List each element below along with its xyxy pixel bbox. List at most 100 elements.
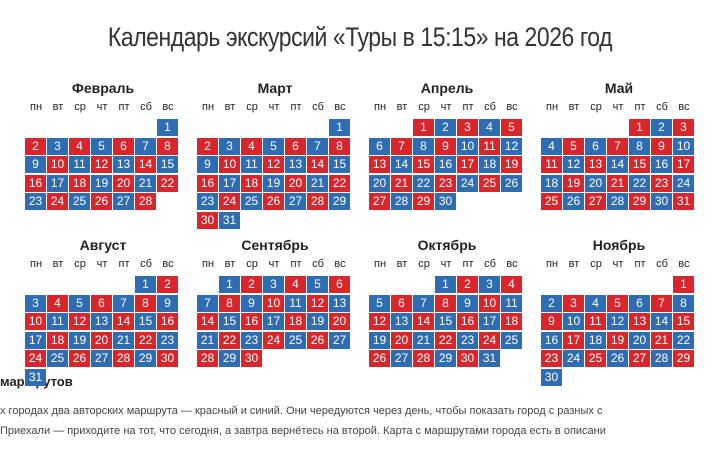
day-cell: 4 <box>501 276 522 293</box>
day-cell: 23 <box>435 174 456 192</box>
day-cell: 9 <box>541 313 562 330</box>
day-cell: 14 <box>651 313 672 330</box>
day-cell: 7 <box>391 137 412 155</box>
weekday: сб <box>140 258 152 270</box>
day-cell: 28 <box>413 350 434 367</box>
weekday: пн <box>29 101 43 113</box>
day-cell: 21 <box>113 331 134 349</box>
weekday: вс <box>162 258 174 270</box>
weekday: чт <box>612 101 624 113</box>
day-cell: 18 <box>69 174 90 192</box>
day-cell: 30 <box>157 350 178 367</box>
day-cell: 8 <box>135 294 156 312</box>
day-cell: 3 <box>25 294 46 312</box>
day-cell: 9 <box>197 156 218 173</box>
weekday: вт <box>52 258 64 270</box>
day-cell: 27 <box>629 350 650 367</box>
weekday: чт <box>96 258 108 270</box>
day-cell: 11 <box>585 313 606 330</box>
day-cell: 16 <box>197 174 218 192</box>
day-cell: 25 <box>47 350 68 367</box>
day-cell: 30 <box>241 350 262 367</box>
day-cell: 6 <box>113 137 134 155</box>
day-cell: 6 <box>91 294 112 312</box>
day-cell: 24 <box>47 193 68 210</box>
month-name: Август <box>79 237 127 253</box>
day-cell: 29 <box>673 350 694 367</box>
day-cell: 7 <box>607 137 628 155</box>
day-cell: 8 <box>413 137 434 155</box>
weekday: сб <box>312 258 324 270</box>
day-cell: 18 <box>541 174 562 192</box>
day-cell: 8 <box>629 137 650 155</box>
day-cell: 18 <box>241 174 262 192</box>
day-cell: 14 <box>391 156 412 173</box>
day-cell: 31 <box>673 193 694 210</box>
day-cell: 27 <box>91 350 112 367</box>
day-cell: 12 <box>607 313 628 330</box>
day-cell: 17 <box>673 156 694 173</box>
day-cell: 1 <box>157 119 178 136</box>
day-cell: 5 <box>501 119 522 136</box>
day-cell: 25 <box>285 331 306 349</box>
day-cell: 2 <box>25 137 46 155</box>
day-cell: 14 <box>307 156 328 173</box>
day-cell: 26 <box>69 350 90 367</box>
day-cell: 31 <box>25 368 46 386</box>
day-cell: 7 <box>135 137 156 155</box>
day-cell: 17 <box>25 331 46 349</box>
day-cell: 13 <box>91 313 112 330</box>
day-cell: 26 <box>91 193 112 210</box>
day-cell: 17 <box>263 313 284 330</box>
day-cell: 27 <box>585 193 606 210</box>
day-cell: 20 <box>285 174 306 192</box>
day-cell: 6 <box>629 294 650 312</box>
weekday: ср <box>74 101 86 113</box>
day-cell: 1 <box>219 276 240 293</box>
day-cell: 4 <box>479 119 500 136</box>
weekday: вт <box>52 101 64 113</box>
day-cell: 22 <box>435 331 456 349</box>
day-cell: 12 <box>307 294 328 312</box>
day-cell: 6 <box>369 137 390 155</box>
day-cell: 5 <box>607 294 628 312</box>
day-cell: 30 <box>197 211 218 229</box>
day-cell: 2 <box>435 119 456 136</box>
day-cell: 19 <box>563 174 584 192</box>
day-cell: 23 <box>197 193 218 210</box>
day-cell: 4 <box>241 137 262 155</box>
day-cell: 21 <box>413 331 434 349</box>
day-cell: 30 <box>435 193 456 210</box>
day-cell: 18 <box>47 331 68 349</box>
day-cell: 15 <box>157 156 178 173</box>
day-cell: 28 <box>135 193 156 210</box>
day-cell: 28 <box>607 193 628 210</box>
weekday: ср <box>418 101 430 113</box>
day-cell: 13 <box>629 313 650 330</box>
day-cell: 24 <box>263 331 284 349</box>
day-cell: 22 <box>329 174 350 192</box>
day-cell: 29 <box>413 193 434 210</box>
day-cell: 14 <box>113 313 134 330</box>
day-cell: 30 <box>651 193 672 210</box>
day-cell: 24 <box>25 350 46 367</box>
day-cell: 14 <box>413 313 434 330</box>
weekday: вт <box>224 101 236 113</box>
day-cell: 3 <box>673 119 694 136</box>
day-cell: 2 <box>541 294 562 312</box>
day-cell: 25 <box>241 193 262 210</box>
day-cell: 22 <box>413 174 434 192</box>
day-cell: 3 <box>219 137 240 155</box>
weekday: ср <box>590 101 602 113</box>
weekday: пт <box>290 258 302 270</box>
day-cell: 8 <box>329 137 350 155</box>
day-cell: 20 <box>113 174 134 192</box>
day-cell: 3 <box>47 137 68 155</box>
day-cell: 5 <box>69 294 90 312</box>
day-cell: 19 <box>91 174 112 192</box>
day-cell: 25 <box>69 193 90 210</box>
weekday: пт <box>118 258 130 270</box>
day-cell: 29 <box>629 193 650 210</box>
weekday: сб <box>484 101 496 113</box>
day-cell: 4 <box>285 276 306 293</box>
